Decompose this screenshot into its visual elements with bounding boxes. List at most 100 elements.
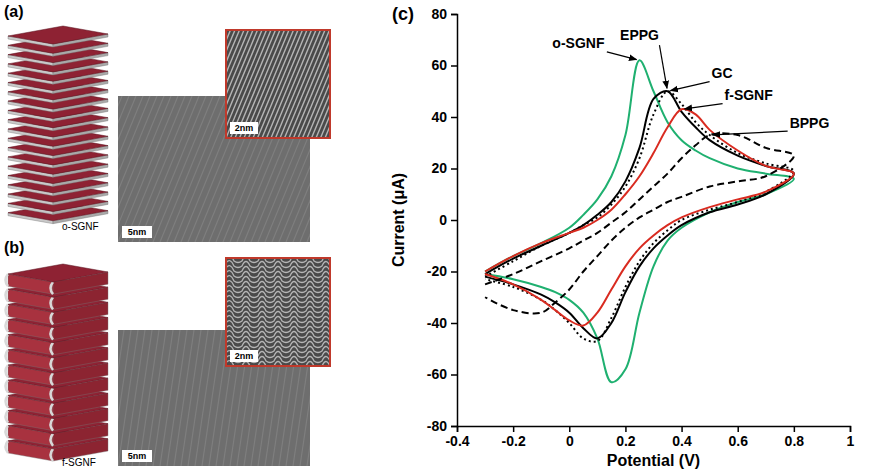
sample-label: o-SGNF xyxy=(62,221,99,232)
panel-letter: (a) xyxy=(4,3,24,20)
x-axis-tick-mark xyxy=(625,426,627,432)
cv-curve xyxy=(485,60,794,382)
series-label: f-SGNF xyxy=(725,87,774,103)
tem-image xyxy=(118,330,310,466)
inset-fringe xyxy=(303,30,331,138)
figure: o-SGNF5nm2nm(a)f-SGNF5nm2nm(b)(c)-0.4-0.… xyxy=(0,0,878,473)
inset-scale-bar-label: 2nm xyxy=(235,351,254,361)
sheet-curl xyxy=(6,395,9,407)
sheet-curl xyxy=(51,358,54,370)
x-axis-line xyxy=(458,427,851,433)
y-axis-tick-mark xyxy=(451,117,457,119)
series-label: EPPG xyxy=(620,27,659,43)
sheet-curl xyxy=(6,304,9,316)
y-axis-tick-label: 20 xyxy=(431,160,447,176)
y-axis-tick: -40 xyxy=(427,315,457,331)
x-axis: -0.4 -0.2 0 0.2 0.4 0.6 0.8 1 xyxy=(445,426,854,449)
label-arrow xyxy=(685,104,723,109)
x-axis-tick-mark xyxy=(569,426,571,432)
y-axis-tick-mark xyxy=(451,220,457,222)
scale-bar-label: 5nm xyxy=(128,227,147,237)
y-axis-tick-label: -20 xyxy=(427,263,447,279)
y-axis-tick-label: -40 xyxy=(427,315,447,331)
y-axis-tick-mark xyxy=(451,426,457,428)
y-axis-tick-mark xyxy=(451,168,457,170)
y-axis-tick-mark xyxy=(451,65,457,67)
sheet-curl xyxy=(51,328,54,340)
x-axis-tick-label: 0 xyxy=(566,433,574,449)
scale-bar-box xyxy=(122,450,152,462)
y-axis-tick: -60 xyxy=(427,366,457,382)
tem-inset xyxy=(226,30,330,138)
sheet-curl xyxy=(6,426,9,438)
x-axis-tick-mark xyxy=(737,426,739,432)
label-arrow xyxy=(670,82,709,91)
stack-illustration xyxy=(8,26,108,224)
y-axis-tick: 0 xyxy=(439,212,457,228)
x-axis-tick-label: 1 xyxy=(847,433,855,449)
scale-bar-label: 5nm xyxy=(128,451,147,461)
inset-scale-bar-label: 2nm xyxy=(235,123,254,133)
inset-fringe xyxy=(321,30,331,138)
sheet-curl xyxy=(51,419,54,431)
x-axis-tick: -0.4 xyxy=(445,426,469,449)
x-axis-tick: 0.4 xyxy=(672,426,692,449)
x-axis-tick: 0.2 xyxy=(616,426,636,449)
y-axis-tick-label: 0 xyxy=(439,212,447,228)
y-axis-tick-mark xyxy=(451,271,457,273)
sheet-curl xyxy=(51,343,54,355)
cv-curve xyxy=(485,91,794,342)
x-axis-title: Potential (V) xyxy=(607,452,700,469)
y-axis-tick-label: -80 xyxy=(427,418,447,434)
panel-letter: (b) xyxy=(4,239,24,256)
sheet-curl xyxy=(51,434,54,446)
tem-texture xyxy=(118,96,143,242)
sheet-curl xyxy=(51,403,54,415)
sheet-curl xyxy=(6,320,9,332)
sheet-curl xyxy=(6,350,9,362)
inset-border xyxy=(226,30,330,138)
y-axis-tick-label: 40 xyxy=(431,109,447,125)
sheet-top xyxy=(8,26,108,44)
series-label: GC xyxy=(712,65,733,81)
x-axis-tick: -0.2 xyxy=(502,426,526,449)
label-arrow xyxy=(607,52,637,60)
y-axis-tick: 60 xyxy=(431,57,457,73)
sheet-curl xyxy=(51,297,54,309)
inset-scale-bar-box xyxy=(230,350,258,362)
sheet-curl xyxy=(51,449,54,461)
sheet-curl xyxy=(6,365,9,377)
y-axis-tick: 20 xyxy=(431,160,457,176)
x-axis-tick-label: -0.2 xyxy=(502,433,526,449)
y-axis-tick-mark xyxy=(451,374,457,376)
sheet-curl xyxy=(6,289,9,301)
y-axis-tick: 40 xyxy=(431,109,457,125)
sheet-curl xyxy=(6,441,9,453)
series-label: o-SGNF xyxy=(552,35,605,51)
sheet-curl xyxy=(6,335,9,347)
sheet-curl xyxy=(6,411,9,423)
annotations: o-SGNF EPPG GC f-SGNF BPPG xyxy=(552,27,829,135)
panel-0: o-SGNF 5nm 2nm (a) xyxy=(0,3,451,242)
x-axis-tick-mark xyxy=(850,426,852,432)
panel-1: f-SGNF 5nm 2nm (b) xyxy=(0,181,411,468)
y-axis-tick-label: 60 xyxy=(431,57,447,73)
x-axis-tick-label: -0.4 xyxy=(445,433,469,449)
sample-label: f-SGNF xyxy=(62,457,96,468)
inset-border xyxy=(226,258,330,366)
y-axis-tick-label: 80 xyxy=(431,6,447,22)
sheet-curl xyxy=(51,282,54,294)
series-label: BPPG xyxy=(790,115,830,131)
x-axis-tick-mark xyxy=(681,426,683,432)
x-axis-tick-mark xyxy=(794,426,796,432)
x-axis-tick: 0.8 xyxy=(785,426,805,449)
x-axis-tick: 1 xyxy=(847,426,855,449)
x-axis-tick-label: 0.6 xyxy=(728,433,748,449)
sheet-curl xyxy=(6,380,9,392)
sheet-curl xyxy=(51,373,54,385)
tem-inset xyxy=(226,258,330,366)
y-axis: -80 -60 -40 -20 0 20 40 60 80 xyxy=(427,6,458,434)
y-axis-line xyxy=(451,15,458,427)
x-axis-tick-label: 0.4 xyxy=(672,433,692,449)
x-axis-tick-label: 0.8 xyxy=(785,433,805,449)
